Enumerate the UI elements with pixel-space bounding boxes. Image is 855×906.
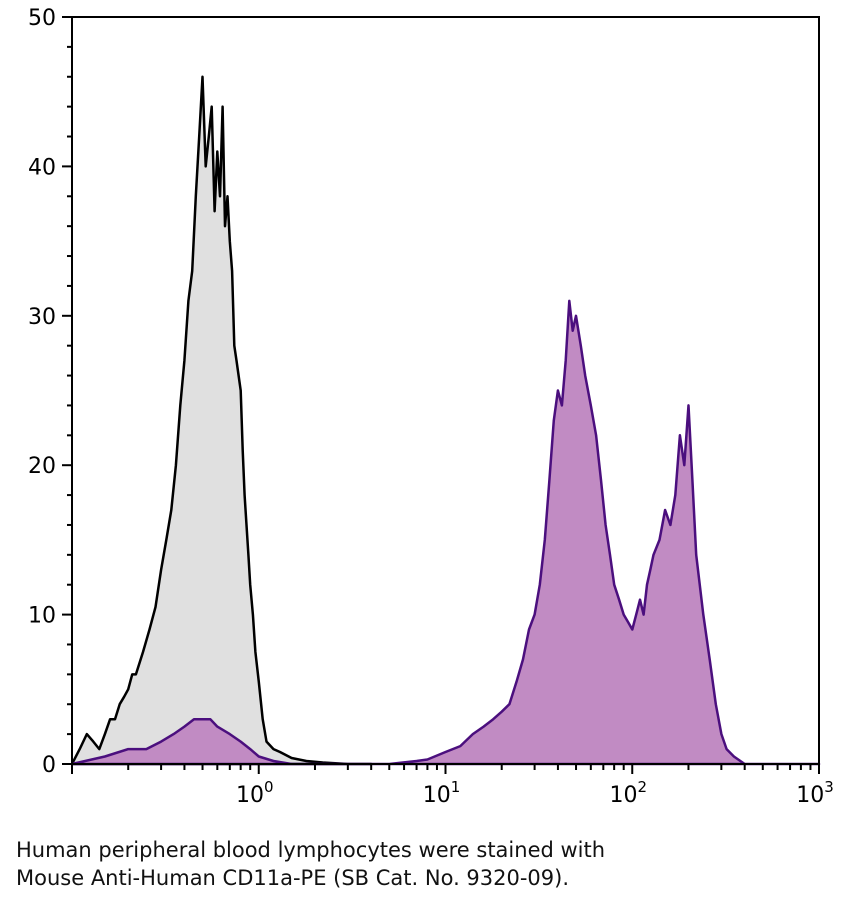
histogram-series-1 <box>70 75 373 766</box>
caption-line-2: Mouse Anti-Human CD11a-PE (SB Cat. No. 9… <box>16 866 570 890</box>
y-tick-label: 40 <box>28 155 56 180</box>
caption-line-1: Human peripheral blood lymphocytes were … <box>16 838 606 862</box>
y-tick-label: 10 <box>28 604 56 629</box>
y-tick-label: 20 <box>28 454 56 479</box>
y-tick-label: 30 <box>28 305 56 330</box>
y-tick-label: 0 <box>42 753 56 778</box>
x-axis: 100 101 102 103 <box>71 764 834 808</box>
histogram-series-2 <box>70 299 821 766</box>
x-tick-label: 101 <box>423 778 461 808</box>
y-axis: 0 10 20 30 40 50 <box>28 6 72 778</box>
figure-caption: Human peripheral blood lymphocytes were … <box>16 836 836 892</box>
x-tick-label: 102 <box>609 778 647 808</box>
series-layer <box>70 75 821 766</box>
histogram-chart: 0 10 20 30 40 50 100 101 102 103 <box>28 6 834 808</box>
y-tick-label: 50 <box>28 6 56 31</box>
x-tick-label: 100 <box>236 778 274 808</box>
x-tick-label: 103 <box>796 778 834 808</box>
